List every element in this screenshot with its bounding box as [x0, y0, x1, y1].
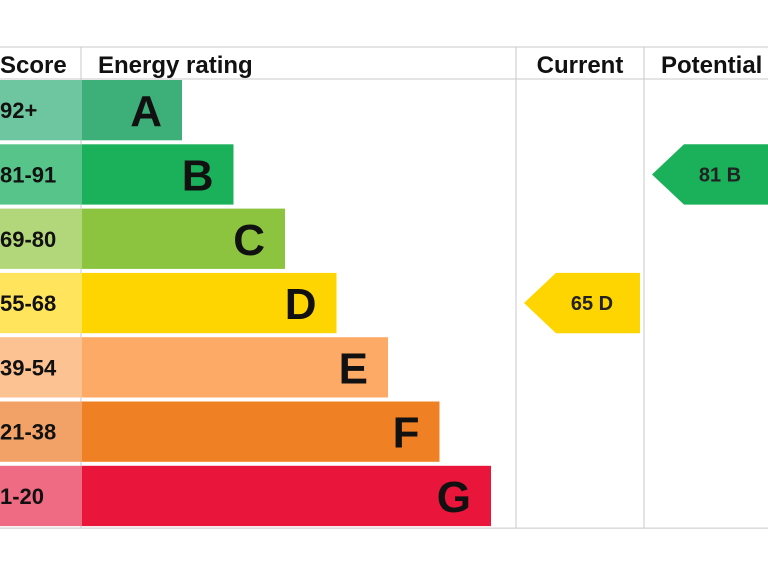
score-label-d: 55-68: [0, 291, 56, 316]
score-label-b: 81-91: [0, 162, 56, 187]
rating-letter-a: A: [130, 87, 162, 136]
energy-rating-header: Energy rating: [98, 52, 253, 79]
score-cell-c: [0, 208, 82, 269]
potential-indicator: 81 B: [652, 144, 768, 205]
rating-letter-d: D: [285, 280, 317, 329]
current-indicator-arrow: [524, 272, 640, 334]
rating-bar-e: [82, 337, 388, 398]
rating-bands: 92+ A 81-91 B 69-80 C 55-68 D 39-54 E 21-38 F 1-20 G: [0, 80, 491, 527]
rating-letter-g: G: [437, 473, 471, 522]
potential-header: Potential: [661, 52, 762, 79]
rating-indicators: 65 D 81 B: [524, 144, 768, 334]
score-label-g: 1-20: [0, 484, 44, 509]
score-cell-b: [0, 144, 82, 205]
score-cell-g: [0, 465, 82, 527]
current-indicator: 65 D: [524, 272, 640, 334]
score-label-e: 39-54: [0, 355, 57, 380]
header-row: Score Energy rating Current Potential: [0, 52, 762, 79]
score-label-c: 69-80: [0, 227, 56, 252]
score-cell-e: [0, 337, 82, 398]
potential-indicator-label: 81 B: [699, 164, 741, 186]
rating-bar-g: [82, 465, 491, 527]
band-row-f: 21-38 F: [0, 401, 440, 462]
rating-bar-b: [82, 144, 234, 205]
rating-bar-d: [82, 272, 337, 334]
rating-bar-a: [82, 80, 182, 141]
rating-letter-b: B: [182, 151, 214, 200]
current-indicator-label: 65 D: [571, 293, 613, 315]
score-label-a: 92+: [0, 98, 37, 123]
current-header: Current: [537, 52, 624, 79]
rating-bar-f: [82, 401, 440, 462]
score-cell-d: [0, 272, 82, 334]
rating-letter-e: E: [339, 344, 368, 393]
band-row-g: 1-20 G: [0, 465, 491, 527]
score-label-f: 21-38: [0, 420, 56, 445]
band-row-b: 81-91 B: [0, 144, 234, 205]
rating-bar-c: [82, 208, 285, 269]
band-row-c: 69-80 C: [0, 208, 285, 269]
band-row-e: 39-54 E: [0, 337, 388, 398]
potential-indicator-arrow: [652, 144, 768, 205]
score-cell-a: [0, 80, 82, 141]
rating-letter-c: C: [233, 216, 265, 265]
band-row-d: 55-68 D: [0, 272, 337, 334]
rating-letter-f: F: [393, 409, 420, 458]
score-header: Score: [0, 52, 67, 79]
band-row-a: 92+ A: [0, 80, 182, 141]
score-cell-f: [0, 401, 82, 462]
